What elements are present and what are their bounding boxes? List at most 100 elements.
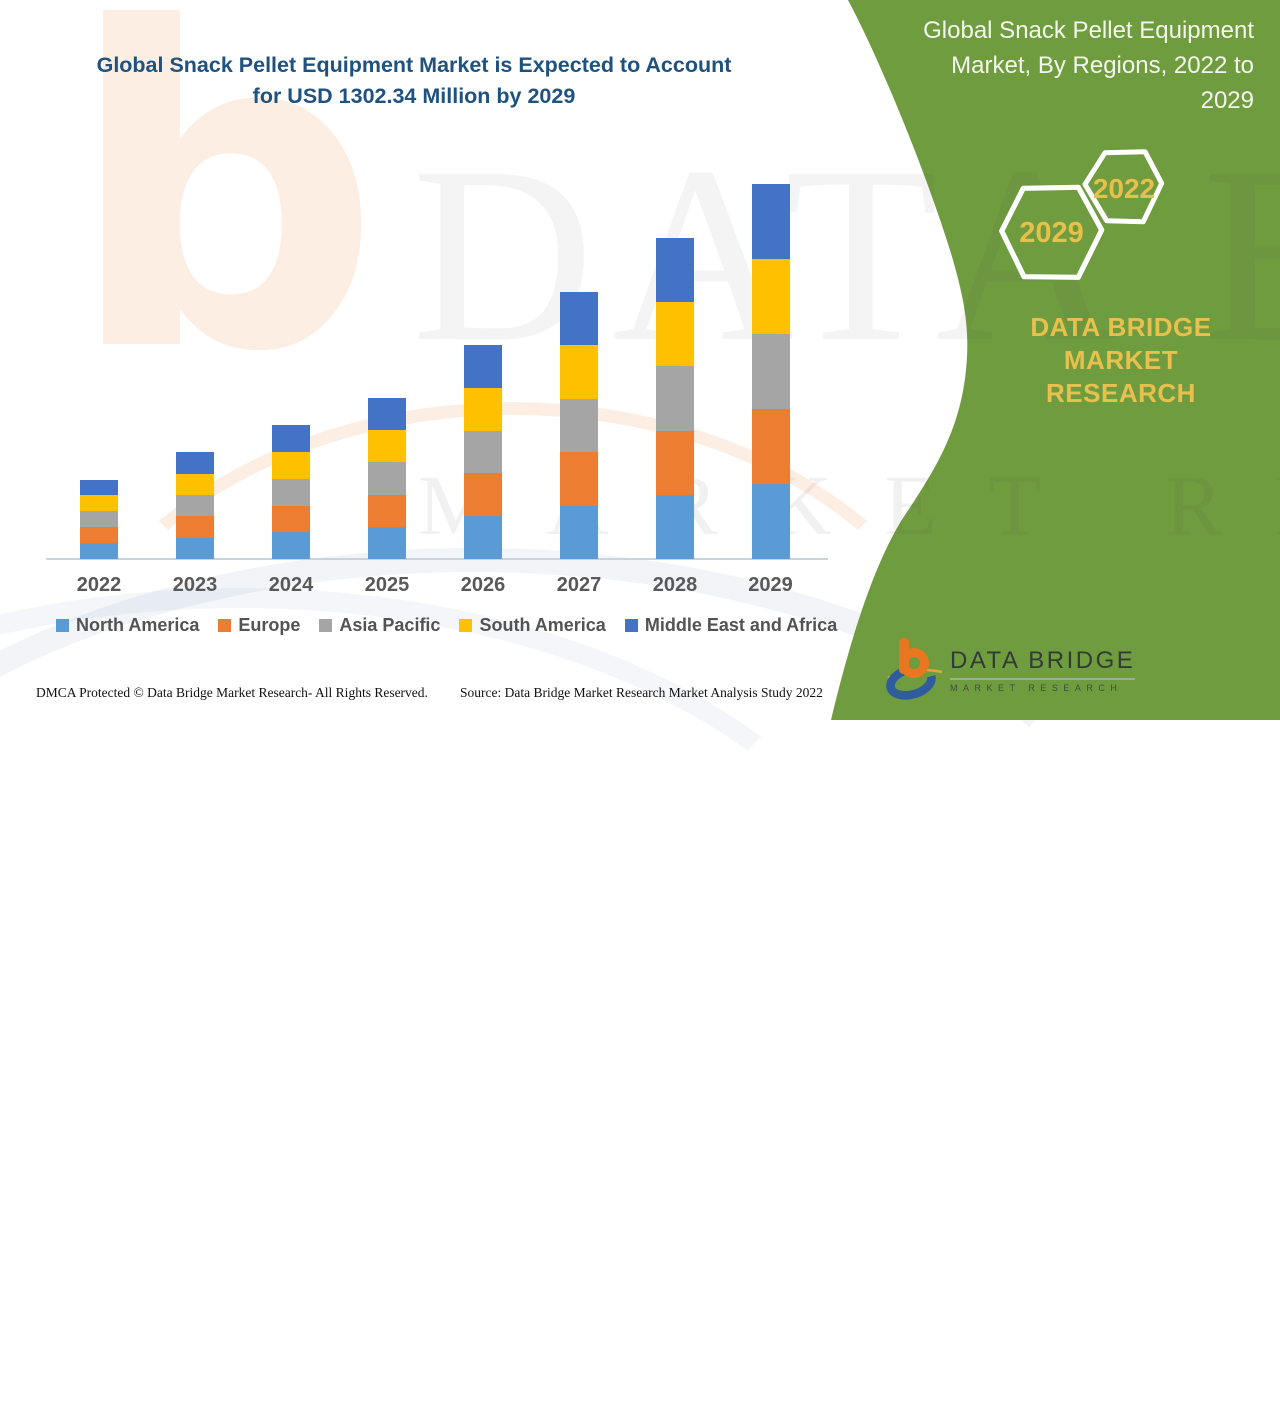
- bar-segment-2029-europe: [751, 408, 790, 484]
- bar-segment-2029-asia-pacific: [751, 333, 790, 409]
- content-layer: Global Snack Pellet Equipment Market is …: [0, 13, 1259, 706]
- legend-label: South America: [479, 615, 606, 635]
- brand-wordmark-line-2: RESEARCH: [1046, 378, 1196, 408]
- chart-title-line-2: for USD 1302.34 Million by 2029: [252, 84, 576, 108]
- legend-swatch-icon: [218, 619, 232, 632]
- bar-segment-2029-south-america: [751, 258, 790, 334]
- bar-segment-2028-asia-pacific: [656, 366, 694, 431]
- bar-segment-2026-europe: [464, 473, 502, 517]
- legend-swatch-icon: [319, 619, 333, 632]
- bar-2029: [751, 183, 790, 559]
- bar-2022: [80, 479, 118, 559]
- x-axis-label-2027: 2027: [556, 574, 602, 596]
- hexagon-2029: [999, 184, 1105, 280]
- bar-segment-2026-middle-east-and-africa: [464, 345, 502, 388]
- bar-segment-2026-asia-pacific: [464, 430, 502, 474]
- bar-segment-2025-north-america: [368, 526, 406, 559]
- watermark-blue-arc-2: [0, 588, 910, 1388]
- logo-subtitle: MARKET RESEARCH: [950, 683, 1123, 693]
- bar-2027: [560, 291, 598, 559]
- side-panel-title: Global Snack Pellet Equipment Market, By…: [824, 13, 1254, 118]
- legend-label: North America: [76, 615, 200, 635]
- x-axis-label-2024: 2024: [268, 574, 314, 596]
- hexagon-2022: [1082, 149, 1165, 225]
- bar-segment-2022-asia-pacific: [80, 511, 118, 528]
- watermark-text-layer: DATA BRIDGE MARKET RESEARCH: [412, 128, 1280, 553]
- green-panel-shape: [831, 0, 1280, 720]
- legend-item-europe: Europe: [218, 615, 300, 636]
- bar-2028: [656, 238, 694, 559]
- bar-segment-2027-middle-east-and-africa: [560, 291, 598, 345]
- bar-segment-2024-europe: [272, 505, 310, 533]
- bar-2026: [464, 345, 502, 559]
- legend-label: Europe: [238, 615, 301, 635]
- x-axis-line: [46, 558, 828, 560]
- chart-title-line-1: Global Snack Pellet Equipment Market is …: [96, 53, 732, 77]
- logo-orange-b-bowl: [899, 648, 929, 678]
- hexagon-2029-label: 2029: [1019, 217, 1084, 249]
- bar-2024: [272, 425, 310, 559]
- data-bridge-logo-icon: [886, 638, 943, 700]
- legend-item-asia-pacific: Asia Pacific: [319, 615, 440, 636]
- bar-segment-2022-south-america: [80, 495, 118, 512]
- brand-wordmark: DATA BRIDGE MARKET RESEARCH: [983, 311, 1259, 410]
- chart-legend: North America Europe Asia Pacific South Ame…: [56, 615, 837, 636]
- bar-segment-2023-asia-pacific: [176, 495, 214, 517]
- chart-title: Global Snack Pellet Equipment Market is …: [0, 50, 828, 112]
- bar-segment-2024-north-america: [272, 532, 310, 559]
- logo-text-block: DATA BRIDGE MARKET RESEARCH: [950, 647, 1136, 693]
- bar-segment-2028-europe: [656, 430, 694, 495]
- brand-wordmark-line-1: DATA BRIDGE MARKET: [1030, 312, 1212, 375]
- background-watermark-layer: b: [0, 0, 1208, 608]
- bar-2023: [176, 452, 214, 559]
- logo-name: DATA BRIDGE: [950, 647, 1136, 680]
- legend-label: Asia Pacific: [339, 615, 441, 635]
- data-bridge-logo: DATA BRIDGE MARKET RESEARCH: [884, 634, 1136, 706]
- bar-segment-2023-middle-east-and-africa: [176, 452, 214, 474]
- logo-blue-d: [886, 664, 936, 700]
- side-panel-title-line-3: 2029: [1200, 87, 1254, 114]
- legend-item-middle-east-and-africa: Middle East and Africa: [624, 615, 838, 636]
- bar-segment-2026-south-america: [464, 387, 502, 431]
- legend-label: Middle East and Africa: [644, 615, 838, 635]
- bar-segment-2028-south-america: [656, 302, 694, 367]
- x-axis-label-2023: 2023: [172, 574, 218, 596]
- watermark-market-research-text: MARKET RESEARCH: [418, 457, 1280, 553]
- x-axis-label-2022: 2022: [76, 574, 122, 596]
- bar-segment-2025-middle-east-and-africa: [368, 398, 406, 431]
- hexagon-2022-label: 2022: [1093, 173, 1155, 204]
- logo-orange-b-stem: [899, 638, 909, 674]
- bar-segment-2027-north-america: [560, 505, 598, 559]
- legend-item-north-america: North America: [56, 615, 199, 636]
- legend-swatch-icon: [56, 619, 69, 632]
- bar-segment-2029-north-america: [751, 483, 790, 559]
- legend-swatch-icon: [459, 619, 473, 632]
- legend-item-south-america: South America: [459, 615, 606, 636]
- source-note: Source: Data Bridge Market Research Mark…: [460, 685, 823, 700]
- bar-segment-2028-middle-east-and-africa: [656, 238, 694, 303]
- year-hexagon-badges: 2029 2022: [999, 149, 1165, 280]
- bar-segment-2025-south-america: [368, 430, 406, 463]
- bar-segment-2022-europe: [80, 527, 118, 544]
- bar-segment-2027-south-america: [560, 345, 598, 399]
- bar-2025: [368, 398, 406, 559]
- bar-segment-2025-europe: [368, 494, 406, 527]
- bar-segment-2023-north-america: [176, 537, 214, 559]
- x-axis-label-2028: 2028: [652, 574, 698, 596]
- dmca-notice: DMCA Protected © Data Bridge Market Rese…: [36, 685, 428, 700]
- infographic-page: { "header": { "title_lines": [ "Global S…: [0, 0, 1280, 720]
- bar-segment-2023-europe: [176, 516, 214, 538]
- logo-swoosh-line: [887, 668, 943, 680]
- side-panel-title-line-1: Global Snack Pellet Equipment: [923, 17, 1254, 44]
- bar-segment-2024-middle-east-and-africa: [272, 425, 310, 452]
- bar-segment-2025-asia-pacific: [368, 462, 406, 495]
- bar-segment-2026-north-america: [464, 516, 502, 559]
- bar-segment-2023-south-america: [176, 473, 214, 496]
- green-side-panel: [831, 0, 1280, 720]
- bar-segment-2027-europe: [560, 452, 598, 506]
- bar-segment-2029-middle-east-and-africa: [751, 183, 790, 259]
- side-panel-title-line-2: Market, By Regions, 2022 to: [951, 52, 1254, 79]
- bar-segment-2022-north-america: [80, 543, 118, 559]
- x-axis-label-2025: 2025: [364, 574, 410, 596]
- x-axis-label-2029: 2029: [748, 574, 793, 596]
